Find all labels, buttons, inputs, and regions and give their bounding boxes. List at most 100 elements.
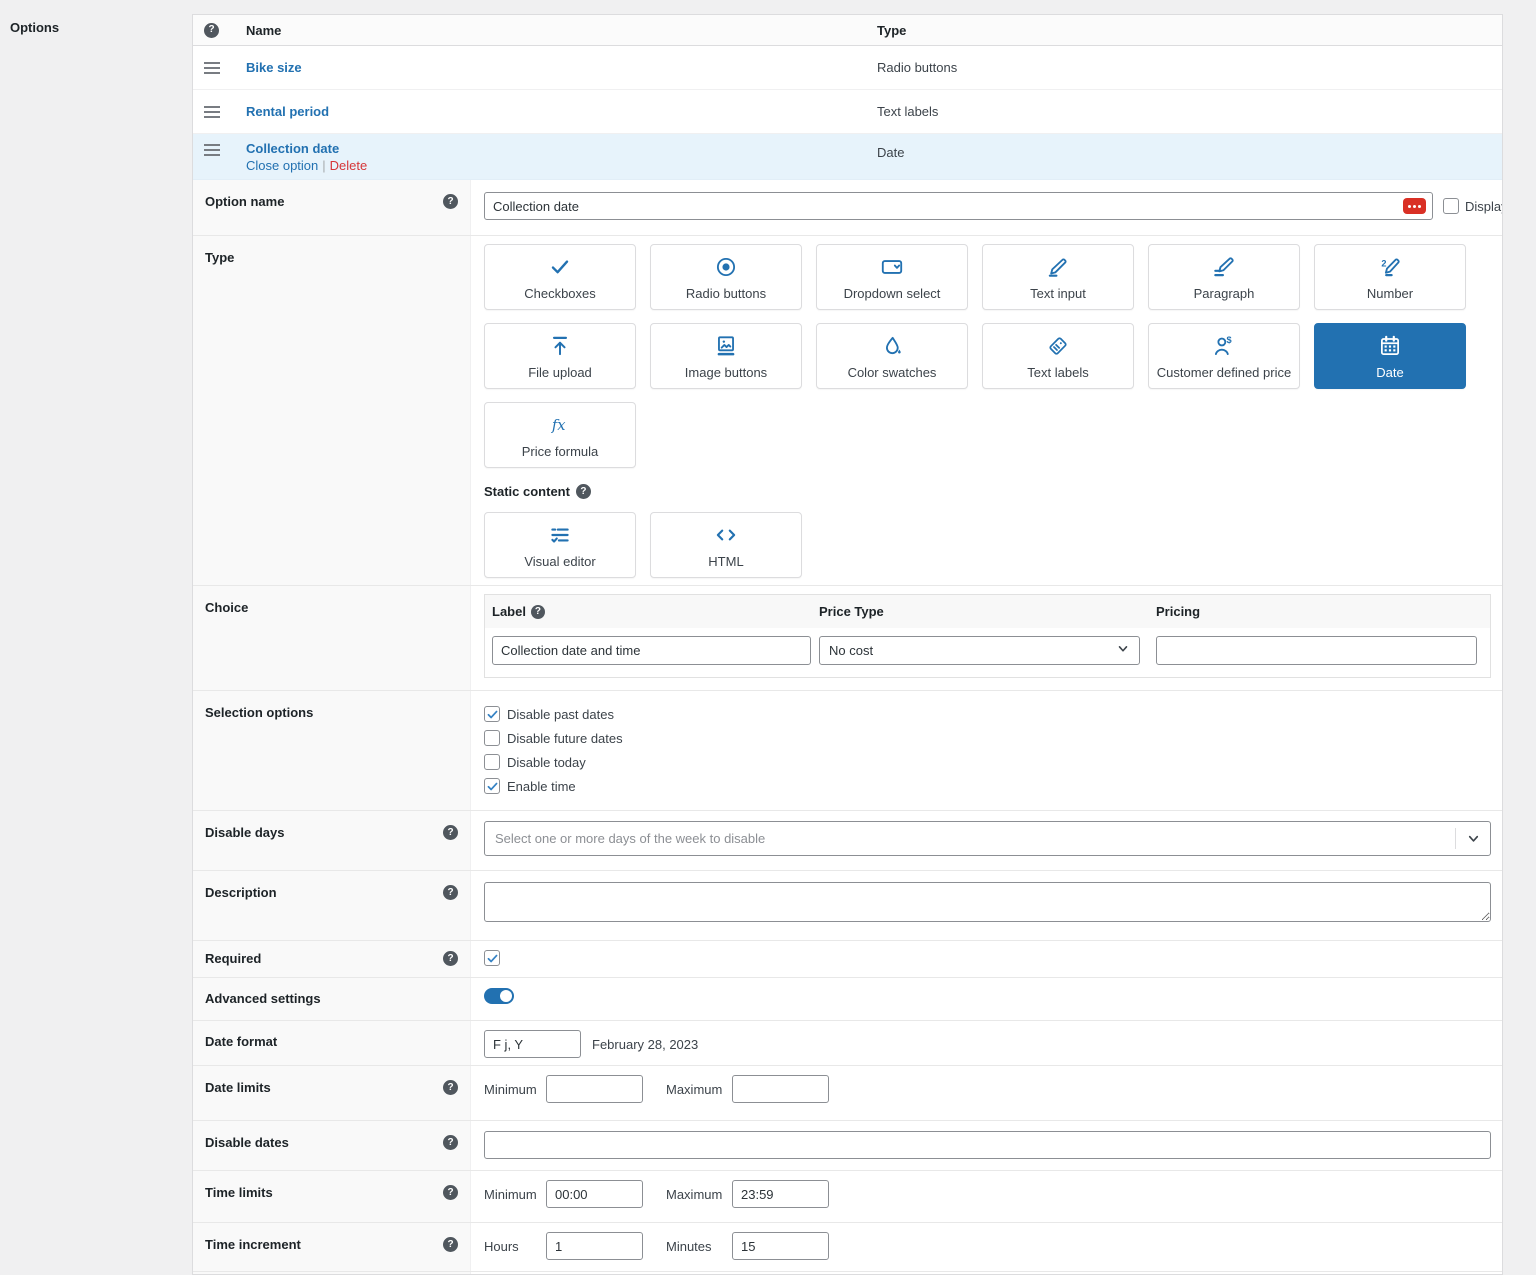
svg-text:fx: fx xyxy=(551,416,566,433)
date-minimum-input[interactable] xyxy=(546,1075,643,1103)
type-tile-checkboxes[interactable]: Checkboxes xyxy=(484,244,636,310)
advanced-settings-toggle[interactable] xyxy=(484,988,514,1004)
choice-table: Label? Price Type Pricing No cost xyxy=(484,594,1491,678)
help-icon[interactable]: ? xyxy=(443,1135,458,1150)
choice-column-pricing: Pricing xyxy=(1156,604,1483,619)
option-name-input[interactable] xyxy=(484,192,1433,220)
pricing-input[interactable] xyxy=(1156,636,1477,665)
type-tile-image-buttons[interactable]: Image buttons xyxy=(650,323,802,389)
minimum-label: Minimum xyxy=(484,1082,546,1097)
setting-row-selection-options: Selection options Disable past dates Dis… xyxy=(193,690,1502,810)
static-tile-html[interactable]: HTML xyxy=(650,512,802,578)
checkbox-label: Disable past dates xyxy=(507,707,614,722)
grammar-extension-icon[interactable] xyxy=(1403,198,1426,214)
display-checkbox[interactable] xyxy=(1443,198,1459,214)
minutes-label: Minutes xyxy=(666,1239,732,1254)
type-tile-dropdown-select[interactable]: Dropdown select xyxy=(816,244,968,310)
disable-dates-input[interactable] xyxy=(484,1131,1491,1159)
setting-label: Option name xyxy=(205,194,284,209)
choice-column-price-type: Price Type xyxy=(819,604,1156,619)
checkbox-label: Enable time xyxy=(507,779,576,794)
product-options-panel: ? Name Type Bike size Radio buttons Rent… xyxy=(192,14,1503,1275)
display-checkbox-label: Display xyxy=(1465,199,1503,214)
chevron-down-icon xyxy=(1456,833,1490,845)
type-tile-radio-buttons[interactable]: Radio buttons xyxy=(650,244,802,310)
help-icon[interactable]: ? xyxy=(204,23,219,38)
number-icon: 2 xyxy=(1377,254,1403,283)
option-name-link[interactable]: Collection date xyxy=(246,141,339,156)
options-section-label: Options xyxy=(10,20,59,35)
type-tile-grid: Checkboxes Radio buttons Dropdown select… xyxy=(484,244,1494,468)
help-icon[interactable]: ? xyxy=(531,605,545,619)
type-tile-number[interactable]: 2 Number xyxy=(1314,244,1466,310)
type-tile-price-formula[interactable]: fx Price formula xyxy=(484,402,636,468)
price-type-select[interactable]: No cost xyxy=(819,636,1140,665)
date-icon xyxy=(1377,333,1403,362)
type-tile-file-upload[interactable]: File upload xyxy=(484,323,636,389)
time-minimum-input[interactable] xyxy=(546,1180,643,1208)
help-icon[interactable]: ? xyxy=(443,1185,458,1200)
option-name-link[interactable]: Rental period xyxy=(246,104,329,119)
help-icon[interactable]: ? xyxy=(576,484,591,499)
time-maximum-input[interactable] xyxy=(732,1180,829,1208)
minutes-input[interactable] xyxy=(732,1232,829,1260)
help-icon[interactable]: ? xyxy=(443,1237,458,1252)
type-tile-text-input[interactable]: Text input xyxy=(982,244,1134,310)
type-tile-date[interactable]: Date xyxy=(1314,323,1466,389)
static-tile-visual-editor[interactable]: Visual editor xyxy=(484,512,636,578)
close-option-link[interactable]: Close option xyxy=(246,158,318,173)
setting-row-time-limits: Time limits? Minimum Maximum xyxy=(193,1170,1502,1222)
setting-row-advanced-settings: Advanced settings xyxy=(193,977,1502,1020)
option-name-link[interactable]: Bike size xyxy=(246,60,302,75)
disable-days-select[interactable]: Select one or more days of the week to d… xyxy=(484,821,1491,856)
setting-row-date-limits: Date limits? Minimum Maximum xyxy=(193,1065,1502,1120)
paragraph-icon xyxy=(1211,254,1237,283)
date-maximum-input[interactable] xyxy=(732,1075,829,1103)
text-labels-icon xyxy=(1045,333,1071,362)
disable-past-dates-checkbox[interactable] xyxy=(484,706,500,722)
help-icon[interactable]: ? xyxy=(443,885,458,900)
setting-row-choice: Choice Label? Price Type Pricing No cost xyxy=(193,585,1502,690)
type-tile-customer-defined-price[interactable]: $ Customer defined price xyxy=(1148,323,1300,389)
disable-future-dates-checkbox[interactable] xyxy=(484,730,500,746)
maximum-label: Maximum xyxy=(666,1082,732,1097)
hours-input[interactable] xyxy=(546,1232,643,1260)
type-tile-color-swatches[interactable]: Color swatches xyxy=(816,323,968,389)
delete-option-link[interactable]: Delete xyxy=(330,158,368,173)
setting-row-required: Required? xyxy=(193,940,1502,977)
setting-label: Choice xyxy=(205,600,248,615)
hours-label: Hours xyxy=(484,1239,546,1254)
setting-label: Time limits xyxy=(205,1185,273,1200)
drag-handle-icon[interactable] xyxy=(204,106,220,118)
customer-defined-price-icon: $ xyxy=(1211,333,1237,362)
setting-row-description: Description? xyxy=(193,870,1502,940)
checkbox-label: Disable future dates xyxy=(507,731,623,746)
drag-handle-icon[interactable] xyxy=(204,62,220,74)
column-header-name: Name xyxy=(246,23,877,38)
visual-editor-icon xyxy=(547,522,573,551)
disable-today-checkbox[interactable] xyxy=(484,754,500,770)
static-content-tile-grid: Visual editor HTML xyxy=(484,512,1494,578)
help-icon[interactable]: ? xyxy=(443,825,458,840)
choice-label-input[interactable] xyxy=(492,636,811,665)
date-format-input[interactable] xyxy=(484,1030,581,1058)
option-type: Radio buttons xyxy=(877,60,1502,75)
html-icon xyxy=(713,522,739,551)
action-separator: | xyxy=(322,158,325,173)
radio-buttons-icon xyxy=(713,254,739,283)
option-type: Text labels xyxy=(877,104,1502,119)
enable-time-checkbox[interactable] xyxy=(484,778,500,794)
drag-handle-icon[interactable] xyxy=(204,144,220,156)
help-icon[interactable]: ? xyxy=(443,194,458,209)
type-tile-text-labels[interactable]: Text labels xyxy=(982,323,1134,389)
help-icon[interactable]: ? xyxy=(443,951,458,966)
help-icon[interactable]: ? xyxy=(443,1080,458,1095)
type-tile-paragraph[interactable]: Paragraph xyxy=(1148,244,1300,310)
setting-row-option-name: Option name? Display xyxy=(193,180,1502,235)
setting-label: Date format xyxy=(205,1034,277,1049)
description-textarea[interactable] xyxy=(484,882,1491,922)
column-header-type: Type xyxy=(877,23,1502,38)
required-checkbox[interactable] xyxy=(484,950,500,966)
choice-row: No cost xyxy=(485,628,1490,677)
setting-label: Description xyxy=(205,885,277,900)
